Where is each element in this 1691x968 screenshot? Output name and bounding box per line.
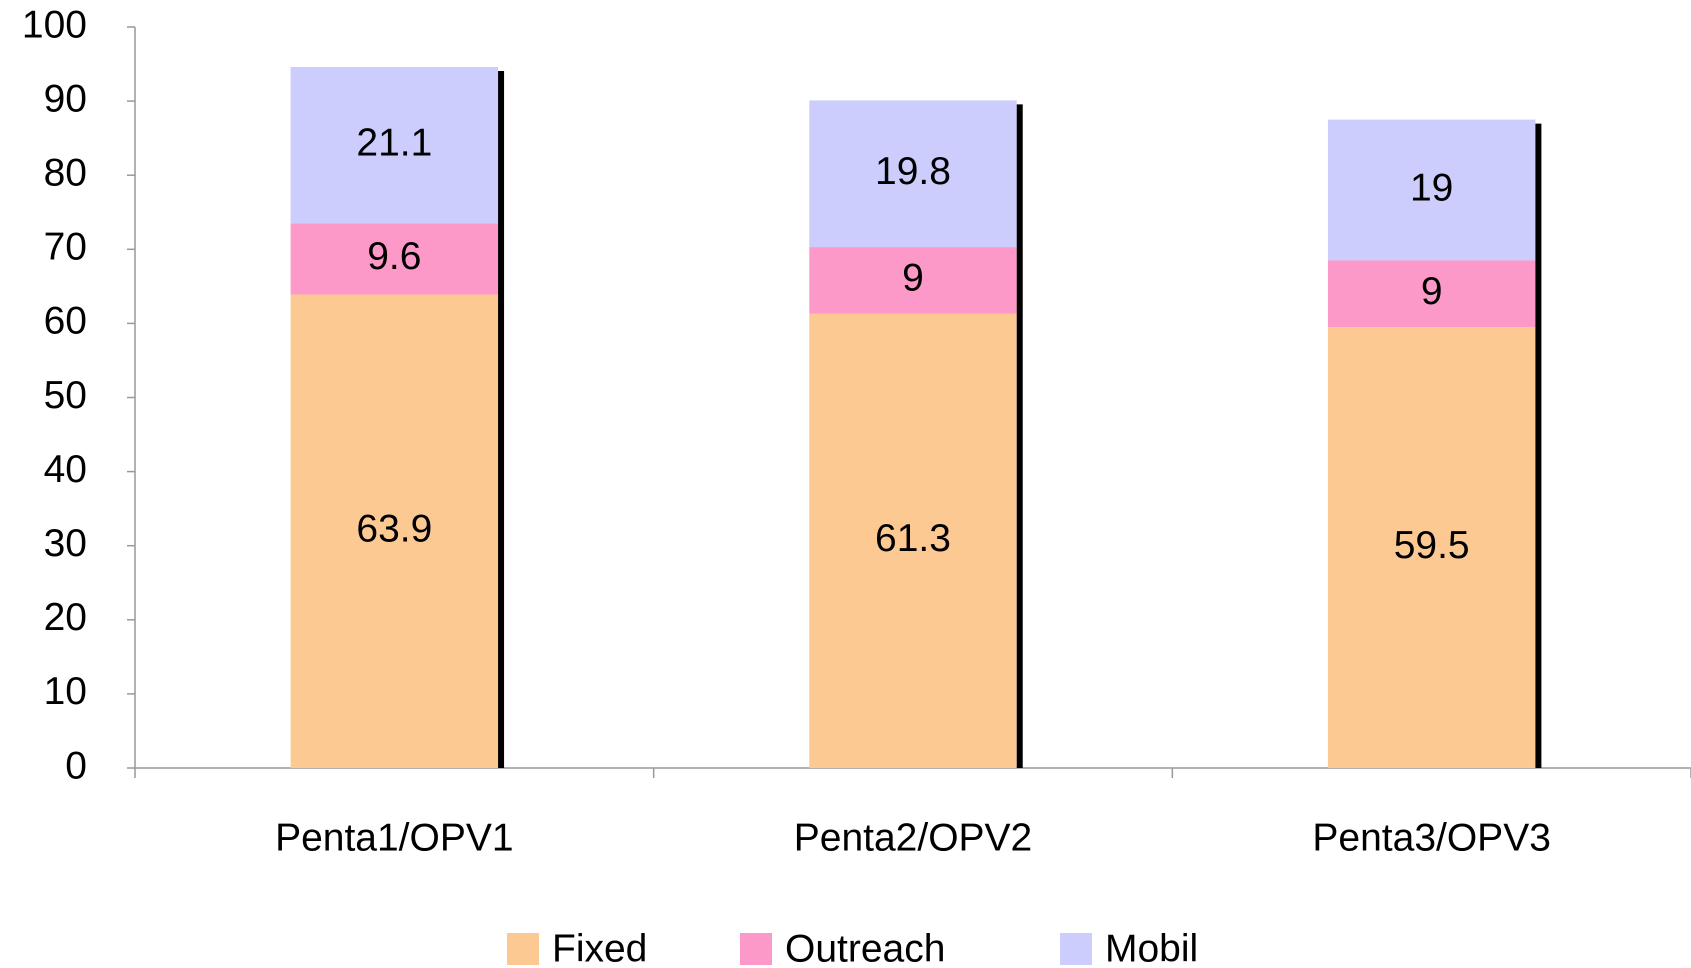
y-tick-label: 80	[44, 151, 87, 194]
bar-segment	[290, 223, 499, 295]
bar-segment	[809, 313, 1017, 768]
y-tick-label: 90	[44, 77, 87, 120]
legend-label: Fixed	[552, 927, 647, 968]
data-label: 19.8	[875, 150, 951, 193]
x-tick-label: Penta2/OPV2	[794, 816, 1033, 859]
y-tick-label: 20	[44, 596, 87, 639]
data-label: 61.3	[875, 517, 951, 560]
data-label: 19	[1410, 166, 1453, 209]
bar-segment	[809, 100, 1017, 248]
data-label: 9	[1421, 270, 1443, 313]
x-tick-label: Penta3/OPV3	[1312, 816, 1551, 859]
data-label: 59.5	[1394, 524, 1470, 567]
bar-segment	[290, 67, 499, 224]
bar-segment	[1327, 260, 1536, 328]
data-label: 9	[902, 257, 924, 300]
bar-segment	[1327, 327, 1536, 768]
legend-label: Outreach	[785, 927, 945, 968]
y-tick-label: 40	[44, 448, 87, 491]
legend-swatch	[507, 933, 539, 965]
y-tick-label: 50	[44, 374, 87, 417]
bar-segment	[809, 247, 1017, 314]
x-tick-label: Penta1/OPV1	[275, 816, 514, 859]
legend-swatch	[740, 933, 772, 965]
data-label: 63.9	[356, 508, 432, 551]
legend-label: Mobil	[1105, 927, 1198, 968]
bar-shadow	[1016, 104, 1023, 768]
bar-shadow	[498, 71, 505, 769]
y-tick-label: 0	[65, 744, 87, 787]
data-label: 21.1	[356, 121, 432, 164]
y-tick-label: 60	[44, 300, 87, 343]
y-tick-label: 70	[44, 226, 87, 269]
bar-segment	[1327, 119, 1536, 261]
y-tick-label: 30	[44, 522, 87, 565]
legend-swatch	[1060, 933, 1092, 965]
y-tick-label: 10	[44, 670, 87, 713]
data-label: 9.6	[367, 235, 421, 278]
bar-shadow	[1535, 123, 1542, 768]
y-tick-label: 100	[22, 3, 87, 46]
bar-segment	[290, 294, 499, 768]
